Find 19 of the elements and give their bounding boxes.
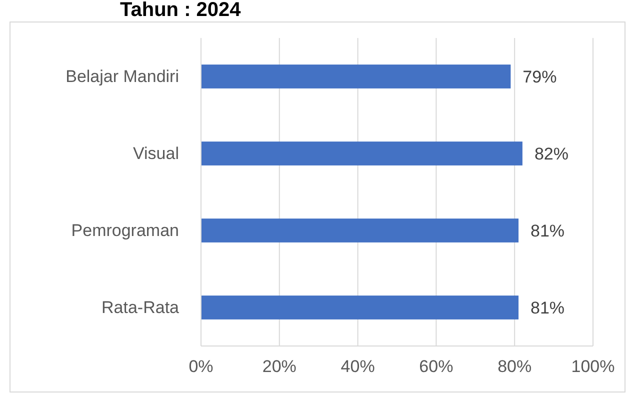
y-tick-label: Rata-Rata (102, 298, 180, 317)
x-tick-label: 60% (419, 357, 454, 376)
x-tick-label: 0% (188, 357, 214, 376)
y-tick-label: Belajar Mandiri (66, 66, 179, 86)
chart-title: Tahun : 2024 (120, 0, 242, 21)
bar (201, 142, 522, 166)
data-label: 81% (530, 298, 565, 318)
y-tick-label: Visual (133, 144, 179, 163)
x-tick-label: 80% (498, 357, 532, 376)
x-tick-label: 20% (262, 357, 296, 376)
x-tick-label: 100% (571, 357, 615, 376)
x-tick-label: 40% (340, 357, 375, 376)
y-tick-label: Pemrograman (71, 220, 179, 240)
bar (201, 218, 519, 242)
bar (201, 296, 519, 320)
data-label: 79% (522, 67, 557, 86)
data-label: 81% (530, 221, 565, 240)
data-label: 82% (534, 144, 568, 164)
bar (201, 64, 511, 88)
